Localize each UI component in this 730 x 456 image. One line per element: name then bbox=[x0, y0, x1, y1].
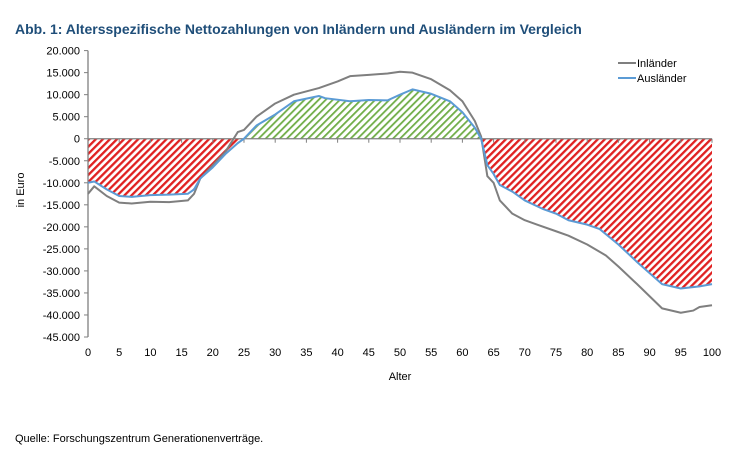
x-tick-label: 0 bbox=[85, 347, 91, 359]
y-tick-label: 15.000 bbox=[46, 68, 80, 80]
y-tick-label: -5.000 bbox=[49, 156, 80, 168]
x-tick-label: 65 bbox=[487, 347, 499, 359]
y-tick-label: -15.000 bbox=[43, 200, 80, 212]
y-tick-label: 20.000 bbox=[46, 46, 80, 58]
x-tick-label: 70 bbox=[519, 347, 531, 359]
y-tick-label: 0 bbox=[74, 134, 80, 146]
y-tick-label: -10.000 bbox=[43, 178, 80, 190]
x-tick-label: 95 bbox=[675, 347, 687, 359]
x-tick-label: 35 bbox=[300, 347, 312, 359]
x-tick-label: 55 bbox=[425, 347, 437, 359]
positive-area-fill bbox=[244, 89, 482, 139]
x-tick-label: 40 bbox=[331, 347, 343, 359]
y-axis-label: in Euro bbox=[15, 173, 27, 208]
x-tick-label: 45 bbox=[363, 347, 375, 359]
x-tick-label: 10 bbox=[144, 347, 156, 359]
x-tick-label: 80 bbox=[581, 347, 593, 359]
x-tick-label: 75 bbox=[550, 347, 562, 359]
x-tick-label: 100 bbox=[703, 347, 721, 359]
x-tick-label: 90 bbox=[643, 347, 655, 359]
series-line-inlaender bbox=[87, 70, 713, 314]
y-tick-label: -35.000 bbox=[43, 288, 80, 300]
x-tick-label: 30 bbox=[269, 347, 281, 359]
x-tick-label: 20 bbox=[207, 347, 219, 359]
negative-area-fill bbox=[88, 138, 712, 289]
x-tick-label: 60 bbox=[456, 347, 468, 359]
x-tick-label: 15 bbox=[175, 347, 187, 359]
y-tick-label: 10.000 bbox=[46, 90, 80, 102]
series-line-auslaender bbox=[87, 88, 713, 290]
legend-label: Inländer bbox=[637, 58, 677, 70]
x-tick-label: 50 bbox=[394, 347, 406, 359]
y-tick-label: -40.000 bbox=[43, 310, 80, 322]
y-tick-label: -30.000 bbox=[43, 266, 80, 278]
source-note: Quelle: Forschungszentrum Generationenve… bbox=[15, 433, 264, 445]
legend-label: Ausländer bbox=[637, 73, 687, 85]
y-tick-label: -20.000 bbox=[43, 222, 80, 234]
y-tick-label: -25.000 bbox=[43, 244, 80, 256]
x-axis-label: Alter bbox=[389, 371, 412, 383]
y-tick-label: 5.000 bbox=[52, 112, 80, 124]
x-tick-label: 25 bbox=[238, 347, 250, 359]
chart-title: Abb. 1: Altersspezifische Nettozahlungen… bbox=[15, 21, 582, 37]
x-tick-label: 5 bbox=[116, 347, 122, 359]
x-tick-label: 85 bbox=[612, 347, 624, 359]
y-tick-label: -45.000 bbox=[43, 332, 80, 344]
